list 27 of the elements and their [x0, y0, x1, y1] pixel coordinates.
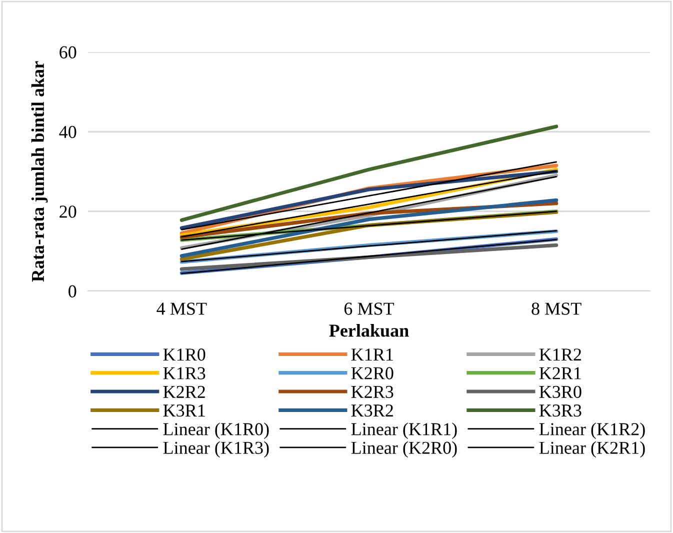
legend-label: K1R3	[163, 367, 206, 380]
legend-label: K2R0	[351, 367, 394, 380]
y-tick-label: 20	[60, 206, 76, 218]
legend-label: Linear (K2R0)	[351, 441, 457, 458]
legend-label: K2R1	[539, 367, 581, 380]
y-tick-label: 0	[68, 285, 76, 298]
y-tick-label: 60	[60, 46, 76, 58]
legend-label: K2R3	[351, 386, 394, 398]
x-axis-title: Perlakuan	[329, 324, 409, 337]
legend-label: Linear (K2R1)	[539, 441, 645, 458]
legend-label: K1R2	[539, 348, 581, 361]
y-tick-label: 40	[59, 126, 76, 138]
legend-label: K3R3	[539, 404, 582, 417]
y-axis-title: Rata-rata jumlah bintil akar	[31, 61, 48, 282]
legend-label: K3R1	[163, 404, 205, 417]
legend-label: K2R2	[163, 386, 205, 398]
x-tick-label: 6 MST	[344, 302, 394, 315]
legend-label: K1R1	[351, 348, 393, 361]
legend-label: Linear (K1R3)	[163, 441, 269, 458]
legend-label: K3R0	[539, 386, 582, 398]
x-tick-label: 4 MST	[156, 302, 207, 315]
legend-label: K1R0	[163, 348, 206, 361]
legend-label: Linear (K1R1)	[351, 422, 457, 439]
legend-label: Linear (K1R0)	[163, 422, 269, 439]
legend-label: Linear (K1R2)	[539, 422, 645, 439]
x-tick-label: 8 MST	[532, 302, 582, 315]
legend-label: K3R2	[351, 404, 393, 417]
